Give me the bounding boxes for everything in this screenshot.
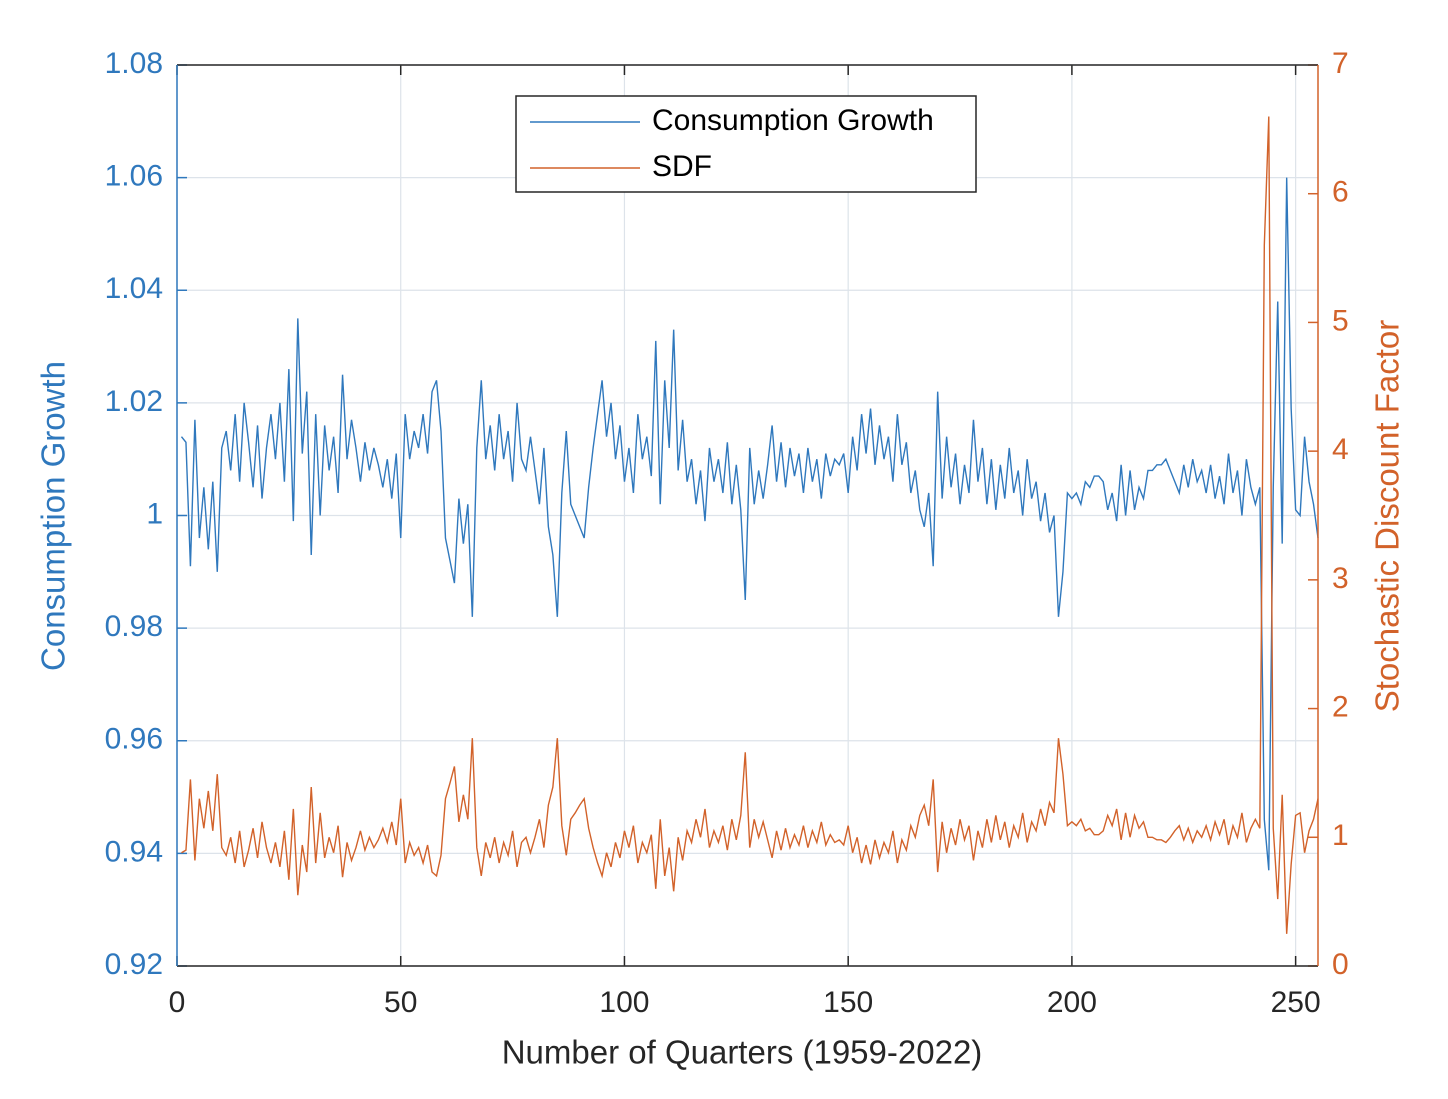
y-tick-label: 1.04: [105, 272, 163, 305]
y2-tick-label: 0: [1332, 948, 1349, 981]
y2-axis-label: Stochastic Discount Factor: [1369, 320, 1406, 713]
y-tick-label: 0.92: [105, 948, 163, 981]
legend-label: Consumption Growth: [652, 104, 934, 137]
y-tick-label: 0.98: [105, 610, 163, 643]
x-axis-label: Number of Quarters (1959-2022): [502, 1034, 983, 1071]
legend-box: [515, 95, 977, 193]
series-line: [180, 177, 1319, 871]
y2-tick-label: 2: [1332, 690, 1349, 723]
x-tick-label: 100: [599, 986, 649, 1019]
y2-tick-label: 1: [1332, 819, 1349, 852]
y2-tick-label: 5: [1332, 304, 1349, 337]
x-tick-label: 150: [823, 986, 873, 1019]
x-tick-label: 50: [384, 986, 417, 1019]
y-tick-label: 0.96: [105, 723, 163, 756]
x-tick-label: 250: [1271, 986, 1321, 1019]
x-tick-label: 200: [1047, 986, 1097, 1019]
y2-tick-label: 7: [1332, 47, 1349, 80]
y-tick-label: 1.08: [105, 47, 163, 80]
y-tick-label: 1: [146, 497, 163, 530]
legend-label: SDF: [652, 150, 712, 183]
y2-tick-label: 3: [1332, 562, 1349, 595]
y-axis-label: Consumption Growth: [35, 361, 72, 671]
x-tick-label: 0: [169, 986, 186, 1019]
y2-tick-label: 4: [1332, 433, 1349, 466]
series-line: [181, 116, 1319, 934]
y-tick-label: 1.02: [105, 385, 163, 418]
y2-tick-label: 6: [1332, 176, 1349, 209]
y-tick-label: 0.94: [105, 835, 163, 868]
y-tick-label: 1.06: [105, 160, 163, 193]
